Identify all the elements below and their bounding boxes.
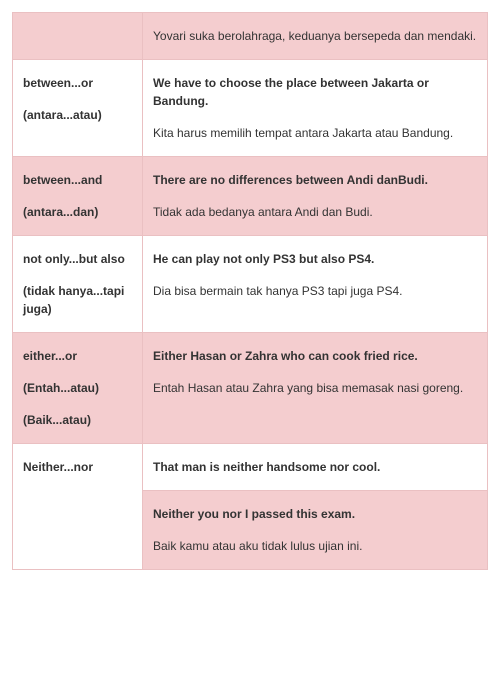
- term-cell: [13, 13, 143, 60]
- term-cell: between...and (antara...dan): [13, 157, 143, 236]
- term-english: Neither...nor: [23, 458, 132, 476]
- table-row: not only...but also (tidak hanya...tapi …: [13, 236, 488, 333]
- table-row: between...or (antara...atau) We have to …: [13, 60, 488, 157]
- example-english: Either Hasan or Zahra who can cook fried…: [153, 347, 477, 365]
- example-translation: Entah Hasan atau Zahra yang bisa memasak…: [153, 379, 477, 397]
- example-translation: Tidak ada bedanya antara Andi dan Budi.: [153, 203, 477, 221]
- example-english: Neither you nor I passed this exam.: [153, 505, 477, 523]
- term-translation-alt: (Baik...atau): [23, 411, 132, 429]
- table-row: Neither...nor That man is neither handso…: [13, 444, 488, 491]
- term-cell: Neither...nor: [13, 444, 143, 570]
- example-english: He can play not only PS3 but also PS4.: [153, 250, 477, 268]
- example-translation: Baik kamu atau aku tidak lulus ujian ini…: [153, 537, 477, 555]
- example-cell: Either Hasan or Zahra who can cook fried…: [143, 333, 488, 444]
- table-row: either...or (Entah...atau) (Baik...atau)…: [13, 333, 488, 444]
- term-translation: (antara...atau): [23, 106, 132, 124]
- example-translation: Kita harus memilih tempat antara Jakarta…: [153, 124, 477, 142]
- table-row: between...and (antara...dan) There are n…: [13, 157, 488, 236]
- example-english: We have to choose the place between Jaka…: [153, 74, 477, 110]
- table-row: Yovari suka berolahraga, keduanya bersep…: [13, 13, 488, 60]
- example-cell: That man is neither handsome nor cool.: [143, 444, 488, 491]
- term-english: not only...but also: [23, 250, 132, 268]
- example-cell: Yovari suka berolahraga, keduanya bersep…: [143, 13, 488, 60]
- example-english: There are no differences between Andi da…: [153, 171, 477, 189]
- term-cell: not only...but also (tidak hanya...tapi …: [13, 236, 143, 333]
- term-translation: (Entah...atau): [23, 379, 132, 397]
- term-english: between...and: [23, 171, 132, 189]
- term-english: between...or: [23, 74, 132, 92]
- term-cell: between...or (antara...atau): [13, 60, 143, 157]
- term-translation: (antara...dan): [23, 203, 132, 221]
- term-english: either...or: [23, 347, 132, 365]
- example-cell: There are no differences between Andi da…: [143, 157, 488, 236]
- example-translation: Yovari suka berolahraga, keduanya bersep…: [153, 27, 477, 45]
- term-translation: (tidak hanya...tapi juga): [23, 282, 132, 318]
- term-cell: either...or (Entah...atau) (Baik...atau): [13, 333, 143, 444]
- example-cell: He can play not only PS3 but also PS4. D…: [143, 236, 488, 333]
- example-english: That man is neither handsome nor cool.: [153, 460, 380, 474]
- example-cell: We have to choose the place between Jaka…: [143, 60, 488, 157]
- example-cell: Neither you nor I passed this exam. Baik…: [143, 491, 488, 570]
- example-translation: Dia bisa bermain tak hanya PS3 tapi juga…: [153, 282, 477, 300]
- conjunction-table: Yovari suka berolahraga, keduanya bersep…: [12, 12, 488, 570]
